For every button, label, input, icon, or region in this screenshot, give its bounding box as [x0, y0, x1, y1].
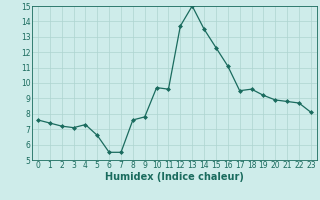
- X-axis label: Humidex (Indice chaleur): Humidex (Indice chaleur): [105, 172, 244, 182]
